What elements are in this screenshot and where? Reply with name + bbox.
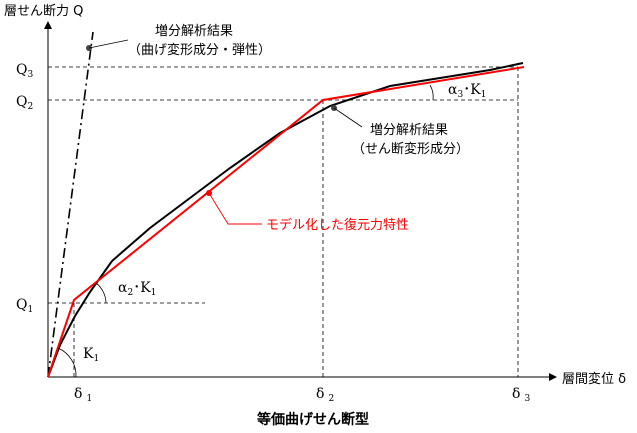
- shear-annotation-line1: 増分解析結果: [370, 123, 448, 138]
- diagram-caption: 等価曲げせん断型: [257, 411, 369, 428]
- q2-label: Q2: [16, 94, 33, 112]
- model-trilinear-curve: [47, 66, 525, 378]
- a2k1-label: α2･K1: [118, 280, 156, 298]
- model-leader: [208, 192, 262, 225]
- k1-arc: [57, 347, 77, 378]
- flexural-annotation-line2: （曲げ変形成分・弾性）: [128, 42, 271, 58]
- a3k1-label: α3･K1: [448, 82, 486, 100]
- shear-annotation-line2: （せん断変形成分）: [352, 141, 469, 157]
- model-annotation: モデル化した復元力特性: [266, 217, 409, 233]
- x-axis-title: 層間変位 δ: [562, 371, 626, 387]
- flexural-annotation-line1: 増分解析結果: [155, 24, 233, 39]
- a3k1-arc: [429, 84, 434, 101]
- shear-leader: [333, 107, 363, 128]
- a2k1-arc: [95, 282, 107, 304]
- y-axis-title: 層せん断力 Q: [4, 4, 83, 19]
- guide-lines: [48, 66, 519, 377]
- flexural-leader: [88, 39, 129, 49]
- k1-label: K1: [83, 346, 99, 364]
- flexural-elastic-line: [47, 31, 94, 378]
- q3-label: Q3: [16, 62, 33, 80]
- shear-analysis-curve: [47, 62, 524, 378]
- q1-label: Q1: [16, 297, 33, 315]
